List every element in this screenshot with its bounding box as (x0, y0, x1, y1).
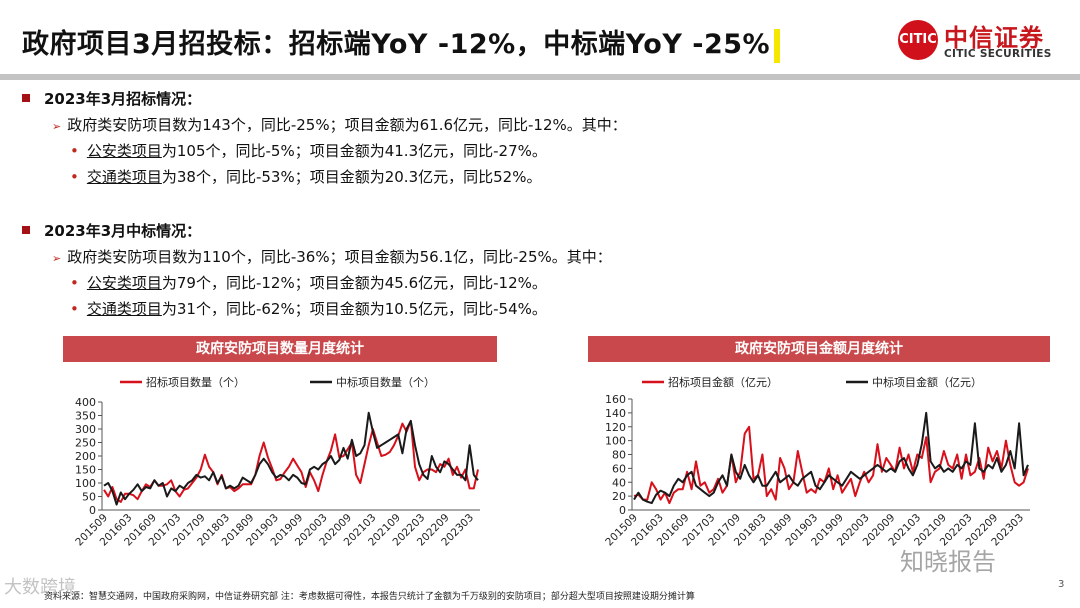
section2-item-police: • 公安类项目为79个，同比-12%；项目金额为45.6亿元，同比-12%。 (70, 274, 547, 292)
y-tick-label: 200 (75, 450, 96, 463)
y-tick-label: 40 (612, 476, 626, 489)
section1-summary: ➢ 政府类安防项目数为143个，同比-25%；项目金额为61.6亿元，同比-12%… (52, 116, 627, 134)
section1-item-traffic: • 交通类项目为38个，同比-53%；项目金额为20.3亿元，同比52%。 (70, 168, 542, 186)
series-line-tender (633, 425, 1029, 505)
legend-label: 招标项目金额（亿元） (668, 375, 778, 389)
legend-label: 中标项目金额（亿元） (872, 375, 982, 389)
chart-count: 招标项目数量（个） 中标项目数量（个） 0501001502002503003504… (73, 375, 480, 548)
footer-source-note: 资料来源：智慧交通网，中国政府采购网，中信证券研究部 注：考虑数据可得性，本报告… (44, 592, 695, 602)
y-tick-label: 20 (612, 490, 626, 503)
section1-heading: 2023年3月招标情况： (22, 88, 201, 109)
page-title: 政府项目3月招投标：招标端YoY -12%，中标端YoY -25% (22, 22, 781, 63)
y-tick-label: 400 (75, 396, 96, 409)
dot-bullet-icon: • (70, 274, 79, 292)
y-tick-label: 50 (82, 491, 96, 504)
y-tick-label: 250 (75, 437, 96, 450)
y-tick-label: 60 (612, 462, 626, 475)
y-tick-label: 80 (612, 449, 626, 462)
chart-amount: 招标项目金额（亿元） 中标项目金额（亿元） 02040608010012014016… (603, 375, 1030, 548)
series-line-tender (103, 419, 479, 503)
header-divider (0, 74, 1080, 80)
y-tick-label: 0 (619, 504, 626, 517)
y-tick-label: 100 (605, 435, 626, 448)
square-bullet-icon (22, 225, 30, 234)
y-tick-label: 300 (75, 423, 96, 436)
logo-en-text: CITIC SECURITIES (944, 48, 1052, 60)
y-tick-label: 140 (605, 407, 626, 420)
series-line-award (633, 411, 1029, 505)
title-highlight-mark (774, 28, 781, 63)
section1-item-police: • 公安类项目为105个，同比-5%；项目金额为41.3亿元，同比-27%。 (70, 142, 547, 160)
citic-logo: CITIC 中信证券 CITIC SECURITIES (898, 18, 1068, 64)
logo-cn-text: 中信证券 (944, 24, 1044, 52)
y-tick-label: 100 (75, 477, 96, 490)
dot-bullet-icon: • (70, 142, 79, 160)
dot-bullet-icon: • (70, 300, 79, 318)
y-tick-label: 160 (605, 393, 626, 406)
arrow-bullet-icon: ➢ (52, 120, 62, 133)
series-line-award (103, 411, 479, 506)
legend-label: 招标项目数量（个） (146, 375, 245, 389)
section2-item-traffic: • 交通类项目为31个，同比-62%；项目金额为10.5亿元，同比-54%。 (70, 300, 547, 318)
arrow-bullet-icon: ➢ (52, 252, 62, 265)
watermark-left-text: 大数跨境 (4, 577, 76, 598)
section2-heading: 2023年3月中标情况： (22, 220, 201, 241)
dot-bullet-icon: • (70, 168, 79, 186)
chart1-title: 政府安防项目数量月度统计 (63, 336, 497, 362)
chart2-title: 政府安防项目金额月度统计 (588, 336, 1050, 362)
page-number: 3 (1058, 579, 1065, 590)
y-tick-label: 0 (89, 504, 96, 517)
y-tick-label: 120 (605, 421, 626, 434)
y-tick-label: 150 (75, 464, 96, 477)
square-bullet-icon (22, 93, 30, 102)
watermark-text: 知晓报告 (900, 548, 996, 576)
y-tick-label: 350 (75, 410, 96, 423)
legend-label: 中标项目数量（个） (336, 375, 435, 389)
logo-badge-icon: CITIC (898, 20, 938, 60)
section2-summary: ➢ 政府类安防项目数为110个，同比-36%；项目金额为56.1亿，同比-25%。… (52, 248, 612, 266)
